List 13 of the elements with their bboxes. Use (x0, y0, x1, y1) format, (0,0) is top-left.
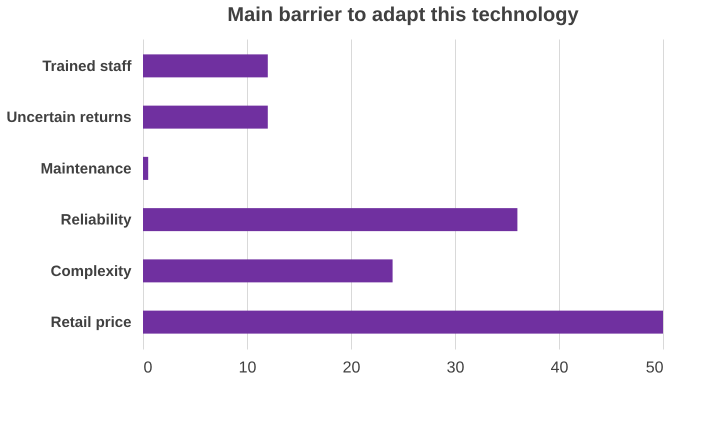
x-tick-label: 10 (238, 360, 256, 376)
x-tick-label: 30 (446, 360, 464, 376)
y-tick-label: Uncertain returns (6, 109, 132, 126)
y-tick-label: Retail price (50, 314, 132, 332)
y-tick-label: Complexity (50, 262, 132, 280)
x-tick-label: 40 (550, 360, 568, 376)
y-tick-label: Reliability (60, 212, 132, 229)
chart-title: Main barrier to adapt this technology (227, 4, 580, 26)
x-tick-label: 50 (646, 360, 664, 376)
x-tick-label: 0 (144, 360, 152, 376)
x-tick-label: 20 (342, 360, 360, 376)
y-tick-label: Maintenance (40, 160, 132, 178)
y-tick-label: Trained staff (42, 58, 133, 75)
